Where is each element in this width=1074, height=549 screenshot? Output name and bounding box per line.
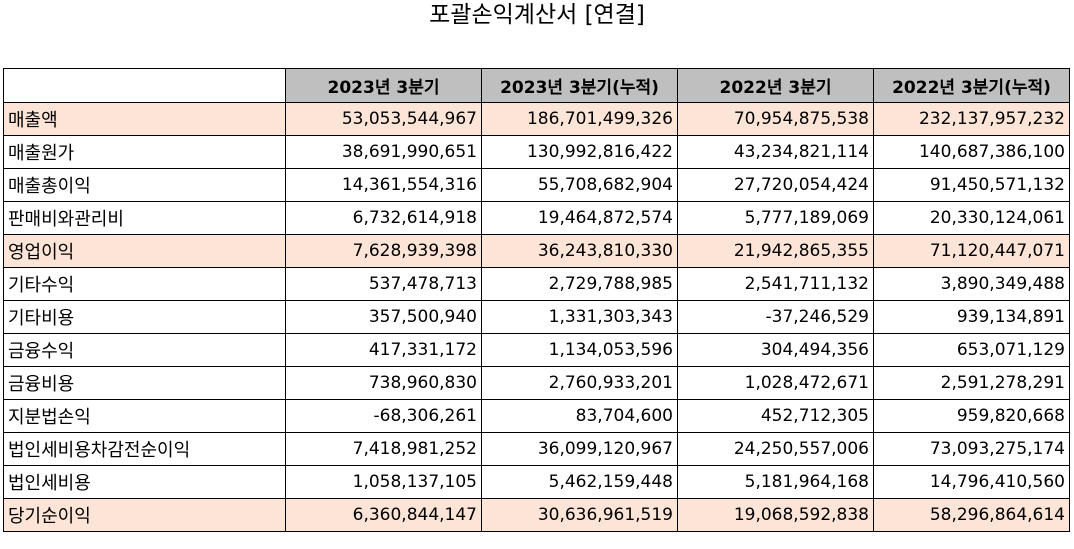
- table-row: 법인세비용차감전순이익 7,418,981,252 36,099,120,967 24…: [3, 432, 1070, 466]
- table-cell: 83,704,600: [481, 399, 678, 433]
- header-corner: [3, 68, 286, 103]
- table-cell: 55,708,682,904: [481, 168, 678, 202]
- table-row: 매출액 53,053,544,967 186,701,499,326 70,954,8…: [3, 102, 1070, 136]
- table-cell: 939,134,891: [873, 300, 1070, 334]
- table-cell: 73,093,275,174: [873, 432, 1070, 466]
- table-cell: 1,028,472,671: [677, 366, 874, 400]
- table-cell: 7,418,981,252: [285, 432, 482, 466]
- row-label: 매출액: [3, 102, 286, 136]
- row-label: 법인세비용차감전순이익: [3, 432, 286, 466]
- table-cell: 130,992,816,422: [481, 135, 678, 169]
- table-cell: 14,361,554,316: [285, 168, 482, 202]
- column-header: 2022년 3분기(누적): [873, 68, 1070, 103]
- row-label: 매출원가: [3, 135, 286, 169]
- table-cell: 2,541,711,132: [677, 267, 874, 301]
- table-body: 매출액 53,053,544,967 186,701,499,326 70,954,8…: [3, 102, 1070, 532]
- table-row: 지분법손익 -68,306,261 83,704,600 452,712,305 959…: [3, 399, 1070, 433]
- column-header: 2023년 3분기: [285, 68, 482, 103]
- table-cell: -68,306,261: [285, 399, 482, 433]
- column-header: 2023년 3분기(누적): [481, 68, 678, 103]
- table-row: 판매비와관리비 6,732,614,918 19,464,872,574 5,777,…: [3, 201, 1070, 235]
- row-label: 판매비와관리비: [3, 201, 286, 235]
- table-cell: 70,954,875,538: [677, 102, 874, 136]
- table-cell: -37,246,529: [677, 300, 874, 334]
- table-cell: 53,053,544,967: [285, 102, 482, 136]
- table-cell: 36,099,120,967: [481, 432, 678, 466]
- table-cell: 71,120,447,071: [873, 234, 1070, 268]
- table-cell: 1,134,053,596: [481, 333, 678, 367]
- table-row: 법인세비용 1,058,137,105 5,462,159,448 5,181,964…: [3, 465, 1070, 499]
- table-cell: 452,712,305: [677, 399, 874, 433]
- table-cell: 186,701,499,326: [481, 102, 678, 136]
- table-cell: 653,071,129: [873, 333, 1070, 367]
- table-cell: 43,234,821,114: [677, 135, 874, 169]
- income-statement-table: 2023년 3분기 2023년 3분기(누적) 2022년 3분기 2022년 …: [3, 68, 1070, 532]
- row-label: 당기순이익: [3, 498, 286, 532]
- table-cell: 1,331,303,343: [481, 300, 678, 334]
- page-title: 포괄손익계산서 [연결]: [429, 2, 645, 28]
- table-cell: 2,591,278,291: [873, 366, 1070, 400]
- table-cell: 30,636,961,519: [481, 498, 678, 532]
- table-cell: 6,360,844,147: [285, 498, 482, 532]
- table-cell: 38,691,990,651: [285, 135, 482, 169]
- table-row: 영업이익 7,628,939,398 36,243,810,330 21,942,86…: [3, 234, 1070, 268]
- table-row: 금융수익 417,331,172 1,134,053,596 304,494,356 6…: [3, 333, 1070, 367]
- row-label: 금융수익: [3, 333, 286, 367]
- header-row: 2023년 3분기 2023년 3분기(누적) 2022년 3분기 2022년 …: [3, 68, 1070, 103]
- table-cell: 58,296,864,614: [873, 498, 1070, 532]
- row-label: 기타수익: [3, 267, 286, 301]
- table-cell: 2,729,788,985: [481, 267, 678, 301]
- table-row: 기타수익 537,478,713 2,729,788,985 2,541,711,13…: [3, 267, 1070, 301]
- table-row: 금융비용 738,960,830 2,760,933,201 1,028,472,67…: [3, 366, 1070, 400]
- table-row: 매출원가 38,691,990,651 130,992,816,422 43,234,…: [3, 135, 1070, 169]
- table-cell: 24,250,557,006: [677, 432, 874, 466]
- table-cell: 232,137,957,232: [873, 102, 1070, 136]
- table-cell: 959,820,668: [873, 399, 1070, 433]
- table-cell: 21,942,865,355: [677, 234, 874, 268]
- table-cell: 27,720,054,424: [677, 168, 874, 202]
- table-cell: 417,331,172: [285, 333, 482, 367]
- table-row: 당기순이익 6,360,844,147 30,636,961,519 19,068,5…: [3, 498, 1070, 532]
- table-cell: 91,450,571,132: [873, 168, 1070, 202]
- table-cell: 36,243,810,330: [481, 234, 678, 268]
- row-label: 법인세비용: [3, 465, 286, 499]
- table-cell: 19,068,592,838: [677, 498, 874, 532]
- row-label: 금융비용: [3, 366, 286, 400]
- row-label: 매출총이익: [3, 168, 286, 202]
- table-cell: 304,494,356: [677, 333, 874, 367]
- table-cell: 5,462,159,448: [481, 465, 678, 499]
- table-cell: 19,464,872,574: [481, 201, 678, 235]
- table-cell: 357,500,940: [285, 300, 482, 334]
- table-cell: 5,777,189,069: [677, 201, 874, 235]
- row-label: 기타비용: [3, 300, 286, 334]
- table-cell: 1,058,137,105: [285, 465, 482, 499]
- table-cell: 5,181,964,168: [677, 465, 874, 499]
- table-cell: 537,478,713: [285, 267, 482, 301]
- table-cell: 20,330,124,061: [873, 201, 1070, 235]
- row-label: 지분법손익: [3, 399, 286, 433]
- table-cell: 738,960,830: [285, 366, 482, 400]
- table-cell: 3,890,349,488: [873, 267, 1070, 301]
- table-row: 기타비용 357,500,940 1,331,303,343 -37,246,529 9…: [3, 300, 1070, 334]
- row-label: 영업이익: [3, 234, 286, 268]
- table-cell: 2,760,933,201: [481, 366, 678, 400]
- table-cell: 7,628,939,398: [285, 234, 482, 268]
- table-cell: 6,732,614,918: [285, 201, 482, 235]
- table-row: 매출총이익 14,361,554,316 55,708,682,904 27,720,…: [3, 168, 1070, 202]
- column-header: 2022년 3분기: [677, 68, 874, 103]
- table-cell: 14,796,410,560: [873, 465, 1070, 499]
- table-cell: 140,687,386,100: [873, 135, 1070, 169]
